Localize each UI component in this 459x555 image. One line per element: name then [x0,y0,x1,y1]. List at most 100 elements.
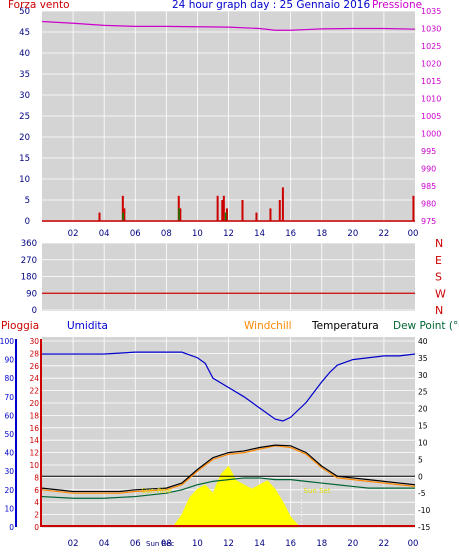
pressure-tick-label: 1035 [421,7,441,16]
direction-compass-label: E [435,254,442,267]
temperature-label: Temperatura [312,320,379,332]
humidity-axis-title: Umidita [67,320,108,332]
wind-speed-bar [255,212,258,221]
dewpoint-series-line [41,477,415,499]
humidity-tick-label: 90 [4,356,14,365]
temperature-tick-label: -15 [418,523,430,532]
rain-tick-label: 8 [34,473,39,482]
rain-tick-label: 10 [29,461,39,470]
pressure-tick-label: 995 [421,147,436,156]
sunset-label: Sun Set [304,487,331,495]
wind-speed-bar [241,200,244,221]
top-x-tick-label: 04 [99,229,110,239]
wind-speed-bar [179,208,182,221]
wind-speed-bar [121,195,124,221]
humidity-tick-label: 20 [4,486,14,495]
top-x-tick-label: 06 [130,229,141,239]
top-x-tick-label: 22 [379,229,390,239]
wind-tick-label: 30 [19,91,30,101]
temperature-tick-label: 30 [418,371,428,380]
pressure-tick-label: 990 [421,165,436,174]
top-x-tick-label: 12 [223,229,234,239]
wind-speed-bar [278,200,281,221]
rain-tick-label: 2 [34,511,39,520]
temperature-tick-label: 0 [418,472,423,481]
direction-tick-label: 0 [32,306,37,316]
temperature-tick-label: 10 [418,438,428,447]
temperature-tick-label: 15 [418,422,428,431]
humidity-tick-label: 70 [4,393,14,402]
bottom-x-tick-label: 04 [99,539,110,549]
rain-tick-label: 28 [29,349,39,358]
temperature-tick-label: 5 [418,455,423,464]
temperature-tick-label: 35 [418,354,428,363]
windchill-series-line [41,445,416,494]
wind-speed-bar [222,195,225,221]
wind-tick-label: 40 [19,49,30,59]
direction-tick-label: 360 [21,239,37,249]
top-x-tick-label: 20 [347,229,358,239]
pressure-axis-title: Pressione [372,0,423,11]
wind-tick-label: 20 [19,133,30,143]
direction-compass-label: N [435,237,443,250]
wind-tick-label: 0 [25,217,30,227]
rain-axis-title: Pioggia [1,320,40,332]
bottom-x-tick-label: 02 [68,539,79,549]
rain-tick-label: 22 [29,387,39,396]
temperature-tick-label: -5 [418,489,426,498]
bottom-x-tick-label: 20 [347,539,358,549]
direction-compass-label: N [435,304,443,317]
bottom-x-tick-label: 10 [192,539,203,549]
top-x-tick-label: 16 [285,229,296,239]
sunrise-label: Sun Rise [141,487,171,495]
wind-axis-title: Forza vento [8,0,70,11]
sun-rec-label: Sun Rec [146,540,174,548]
humidity-tick-label: 30 [4,467,14,476]
direction-compass-label: W [435,287,446,300]
pressure-tick-label: 1025 [421,42,441,51]
humidity-tick-label: 40 [4,449,14,458]
rain-tick-label: 4 [34,498,39,507]
pressure-tick-label: 1030 [421,25,441,34]
wind-gust-bar [224,212,227,221]
pressure-tick-label: 975 [421,217,436,226]
wind-tick-label: 50 [19,7,30,17]
top-x-tick-label: 00 [408,229,419,239]
rain-tick-label: 0 [34,523,39,532]
rain-tick-label: 30 [29,337,39,346]
windchill-label: Windchill [244,320,292,332]
humidity-tick-label: 10 [4,504,14,513]
wind-speed-bar [281,187,284,221]
wind-tick-label: 15 [19,154,30,164]
bottom-x-tick-label: 00 [408,539,419,549]
pressure-tick-label: 1015 [421,77,441,86]
humidity-tick-label: 80 [4,374,14,383]
direction-tick-label: 180 [21,273,37,283]
humidity-tick-label: 100 [0,337,14,346]
rain-tick-label: 12 [29,449,39,458]
wind-speed-bar [269,208,272,221]
pressure-tick-label: 1020 [421,60,441,69]
wind-speed-bar [221,200,224,221]
wind-speed-bar [412,195,415,221]
direction-compass-label: S [435,271,442,284]
temperature-tick-label: 40 [418,337,428,346]
pressure-tick-label: 980 [421,200,436,209]
bottom-x-tick-label: 22 [379,539,390,549]
pressure-tick-label: 1005 [421,112,441,121]
dewpoint-label: Dew Point (°C [393,320,459,332]
chart-title: 24 hour graph day : 25 Gennaio 2016 [172,0,371,11]
bottom-x-tick-label: 14 [254,539,265,549]
top-x-tick-label: 18 [316,229,327,239]
bottom-x-tick-label: 06 [130,539,141,549]
wind-tick-label: 5 [25,196,30,206]
rain-tick-label: 16 [29,424,39,433]
pressure-tick-label: 1010 [421,95,441,104]
bottom-x-tick-label: 12 [223,539,234,549]
top-x-tick-label: 10 [192,229,203,239]
solar-radiation-area [173,465,299,528]
wind-gust-bar [178,208,180,221]
rain-tick-label: 26 [29,362,39,371]
